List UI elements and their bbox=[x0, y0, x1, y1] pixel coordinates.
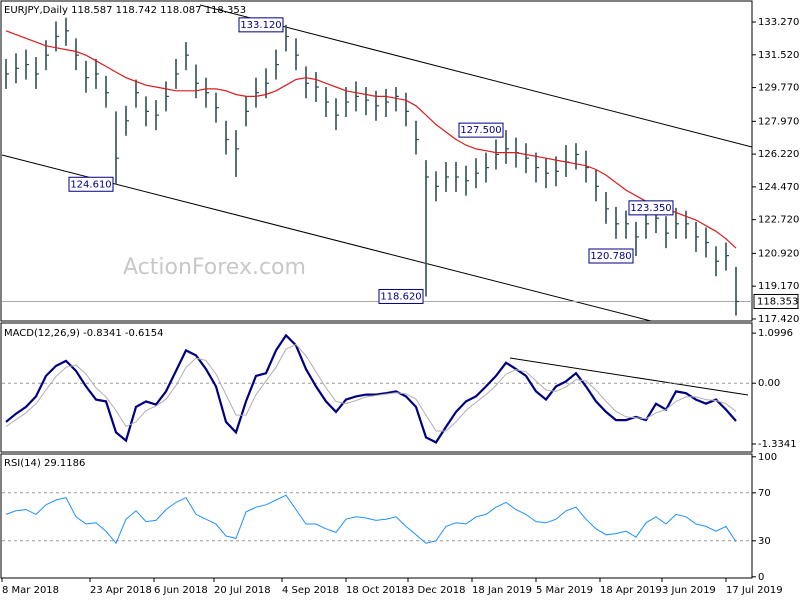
x-tick-label: 18 Apr 2019 bbox=[600, 585, 662, 596]
series-line bbox=[5, 343, 737, 432]
x-tick-label: 3 Jun 2019 bbox=[662, 585, 716, 596]
x-tick-label: 3 Dec 2018 bbox=[408, 585, 466, 596]
y-tick-label: 127.970 bbox=[758, 116, 799, 127]
x-tick-label: 5 Mar 2019 bbox=[536, 585, 593, 596]
x-tick-label: 18 Jan 2019 bbox=[472, 585, 532, 596]
current-price-label: 118.353 bbox=[757, 296, 798, 307]
annotation-label: 120.780 bbox=[590, 251, 631, 262]
y-tick-label: 0 bbox=[758, 572, 764, 583]
annotation-box bbox=[238, 17, 284, 33]
series-line bbox=[5, 494, 737, 545]
trend-line bbox=[199, 4, 752, 148]
y-tick-label: 133.270 bbox=[758, 17, 799, 28]
annotation-label: 123.350 bbox=[630, 203, 671, 214]
y-tick-label: 119.170 bbox=[758, 281, 799, 292]
macd-title: MACD(12,26,9) -0.8341 -0.6154 bbox=[4, 328, 164, 339]
channel bbox=[1, 4, 752, 321]
annotation-label: 127.500 bbox=[460, 125, 501, 136]
y-tick-label: 1.0996 bbox=[758, 328, 793, 339]
annotation-label: 124.610 bbox=[70, 179, 111, 190]
rsi-panel bbox=[0, 453, 753, 579]
series-line bbox=[5, 30, 737, 249]
current-price-box bbox=[753, 293, 799, 309]
series-line bbox=[5, 333, 737, 444]
y-tick-label: 0.00 bbox=[758, 378, 780, 389]
annotation-label: 118.620 bbox=[380, 291, 421, 302]
price-title: EURJPY,Daily 118.587 118.742 118.087 118… bbox=[4, 5, 246, 16]
x-tick-label: 18 Oct 2018 bbox=[346, 585, 408, 596]
x-tick-label: 17 Jul 2019 bbox=[726, 585, 783, 596]
y-tick-label: 100 bbox=[758, 452, 777, 463]
y-tick-label: 30 bbox=[758, 536, 771, 547]
y-tick-label: 120.920 bbox=[758, 248, 799, 259]
macd-panel bbox=[0, 322, 753, 453]
annotation-box bbox=[588, 248, 634, 264]
trend-line bbox=[509, 357, 749, 396]
rsi-title: RSI(14) 29.1186 bbox=[4, 458, 85, 469]
x-tick-label: 8 Mar 2018 bbox=[2, 585, 59, 596]
x-tick-label: 6 Jun 2018 bbox=[154, 585, 208, 596]
x-tick-label: 20 Jul 2018 bbox=[214, 585, 271, 596]
annotation-label: 133.120 bbox=[240, 20, 281, 31]
y-tick-label: 131.520 bbox=[758, 50, 799, 61]
annotation-box bbox=[378, 288, 424, 304]
y-tick-label: 126.220 bbox=[758, 149, 799, 160]
annotation-box bbox=[68, 176, 114, 192]
plot-layer: 133.270 131.520 129.770 127.970 126.220 124.4… bbox=[1, 17, 799, 596]
x-tick-label: 4 Sep 2018 bbox=[282, 585, 339, 596]
annotation-box bbox=[628, 200, 674, 216]
y-tick-label: 129.770 bbox=[758, 83, 799, 94]
watermark: ActionForex.com bbox=[123, 255, 306, 280]
y-tick-label: 124.470 bbox=[758, 182, 799, 193]
y-tick-label: 122.720 bbox=[758, 215, 799, 226]
price-panel bbox=[0, 0, 753, 322]
annotation-box bbox=[458, 122, 504, 138]
x-tick-label: 23 Apr 2018 bbox=[90, 585, 152, 596]
y-tick-label: -1.3341 bbox=[758, 439, 797, 450]
y-tick-label: 70 bbox=[758, 488, 771, 499]
y-tick-label: 117.420 bbox=[758, 314, 799, 325]
